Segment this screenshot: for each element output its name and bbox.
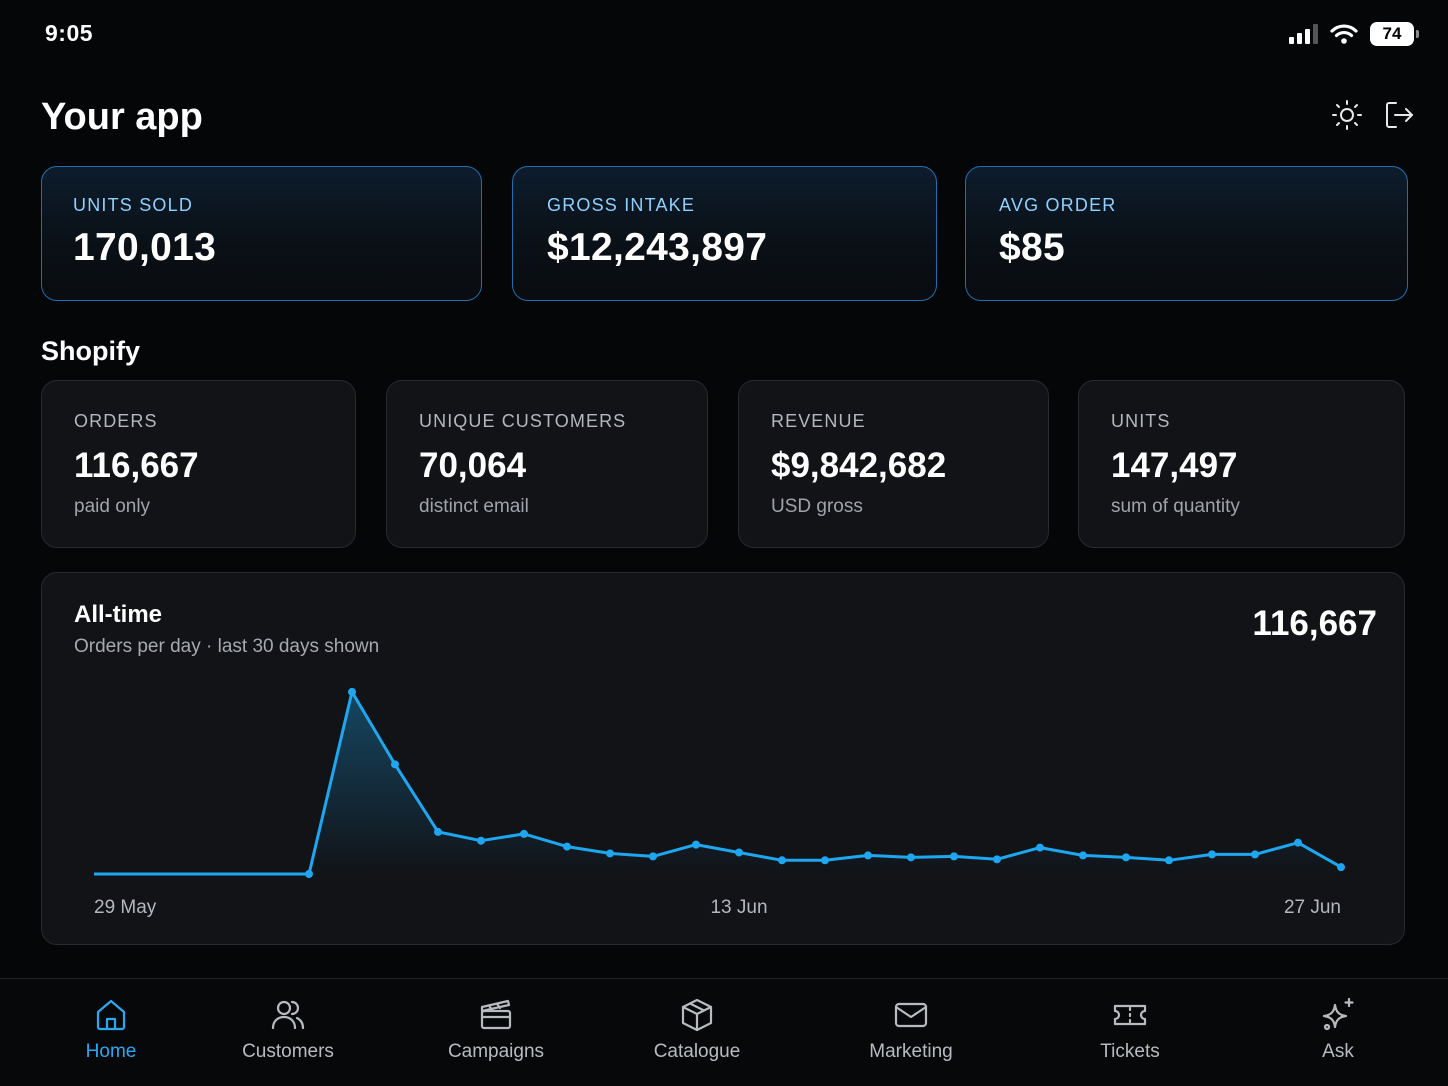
chart-point (993, 855, 1001, 864)
chart-subtitle: Orders per day · last 30 days shown (74, 636, 380, 657)
orders-line-chart: 29 May 13 Jun 27 Jun (94, 687, 1345, 918)
stat-value: $9,842,682 (771, 446, 947, 485)
kpi-value: 170,013 (73, 226, 217, 269)
chart-title: All-time (74, 601, 163, 628)
kpi-card-avg-order: AVG ORDER $85 (965, 166, 1408, 301)
header-actions (1330, 98, 1416, 132)
orders-chart-card: All-time Orders per day · last 30 days s… (41, 572, 1405, 945)
logout-icon (1386, 102, 1413, 128)
x-tick-label: 29 May (94, 897, 157, 918)
chart-point (1122, 853, 1130, 862)
chart-series-line (94, 690, 1342, 876)
cellular-signal-icon (1289, 24, 1318, 44)
stat-label: UNIQUE CUSTOMERS (419, 411, 627, 431)
mail-icon (894, 1002, 928, 1028)
section-title-shopify: Shopify (41, 336, 140, 366)
chart-point (520, 829, 528, 838)
package-icon (681, 998, 713, 1032)
stat-card-unique-customers: UNIQUE CUSTOMERS 70,064 distinct email (386, 380, 708, 548)
chart-point (864, 851, 872, 860)
tab-label: Marketing (869, 1041, 953, 1062)
battery-indicator: 74 (1370, 22, 1419, 46)
chart-area-fill (94, 691, 1341, 874)
tab-label: Catalogue (653, 1041, 741, 1062)
chart-point (950, 852, 958, 861)
chart-point (348, 687, 356, 696)
chart-point (606, 849, 614, 858)
tab-label: Customers (242, 1041, 334, 1062)
chart-point (1079, 851, 1087, 860)
stat-caption: sum of quantity (1111, 496, 1240, 517)
kpi-card-units-sold: UNITS SOLD 170,013 (41, 166, 482, 301)
status-indicators: 74 (1289, 22, 1419, 46)
stat-caption: distinct email (419, 496, 529, 517)
kpi-label: UNITS SOLD (73, 195, 194, 215)
tab-label: Tickets (1100, 1041, 1160, 1062)
tab-marketing[interactable]: Marketing (841, 997, 981, 1063)
chart-point (1208, 850, 1216, 859)
stat-card-orders: ORDERS 116,667 paid only (41, 380, 356, 548)
tab-customers[interactable]: Customers (218, 997, 358, 1063)
clapperboard-icon (480, 999, 512, 1030)
chart-point (907, 853, 915, 862)
tab-label: Home (85, 1041, 137, 1062)
chart-point (649, 852, 657, 861)
ticket-icon (1113, 1004, 1147, 1026)
stat-label: ORDERS (74, 411, 158, 431)
page-title: Your app (41, 96, 203, 138)
stat-label: UNITS (1111, 411, 1171, 431)
chart-point (563, 842, 571, 851)
status-bar: 9:05 74 (0, 0, 1448, 68)
chart-point (434, 827, 442, 836)
kpi-card-gross-intake: GROSS INTAKE $12,243,897 (512, 166, 937, 301)
bottom-tab-bar: Home Customers Campaigns Catalogue (0, 978, 1448, 1086)
wifi-icon (1330, 24, 1358, 44)
chart-point (692, 840, 700, 849)
tab-tickets[interactable]: Tickets (1060, 997, 1200, 1063)
tab-home[interactable]: Home (41, 997, 181, 1063)
chart-point (305, 870, 313, 878)
stat-label: REVENUE (771, 411, 866, 431)
kpi-value: $85 (999, 226, 1065, 269)
chart-point (1337, 863, 1345, 872)
tab-ask[interactable]: Ask (1268, 997, 1408, 1063)
users-icon (271, 1000, 305, 1030)
sun-icon (1332, 100, 1362, 130)
kpi-label: GROSS INTAKE (547, 195, 696, 215)
stat-caption: paid only (74, 496, 151, 517)
kpi-value: $12,243,897 (547, 226, 768, 269)
chart-point (735, 848, 743, 857)
chart-point (821, 856, 829, 865)
chart-point (1251, 850, 1259, 859)
chart-point (1165, 856, 1173, 865)
kpi-label: AVG ORDER (999, 195, 1117, 215)
chart-total: 116,667 (1252, 604, 1377, 643)
sparkles-icon (1322, 997, 1354, 1031)
tab-label: Campaigns (447, 1041, 545, 1062)
stat-card-revenue: REVENUE $9,842,682 USD gross (738, 380, 1049, 548)
stat-card-units: UNITS 147,497 sum of quantity (1078, 380, 1405, 548)
tab-label: Ask (1322, 1041, 1354, 1062)
theme-toggle-button[interactable] (1330, 98, 1364, 132)
stat-caption: USD gross (771, 496, 863, 517)
logout-button[interactable] (1382, 98, 1416, 132)
chart-point (1036, 843, 1044, 852)
status-time: 9:05 (45, 20, 94, 46)
stat-value: 147,497 (1111, 446, 1238, 485)
chart-point (391, 760, 399, 769)
stat-value: 116,667 (74, 446, 199, 485)
tab-catalogue[interactable]: Catalogue (627, 997, 767, 1063)
chart-point (477, 836, 485, 845)
chart-point (1294, 838, 1302, 847)
x-tick-label: 13 Jun (710, 897, 767, 918)
home-icon (96, 999, 126, 1031)
chart-point (778, 856, 786, 865)
tab-campaigns[interactable]: Campaigns (426, 997, 566, 1063)
x-tick-label: 27 Jun (1284, 897, 1341, 918)
stat-value: 70,064 (419, 446, 527, 485)
